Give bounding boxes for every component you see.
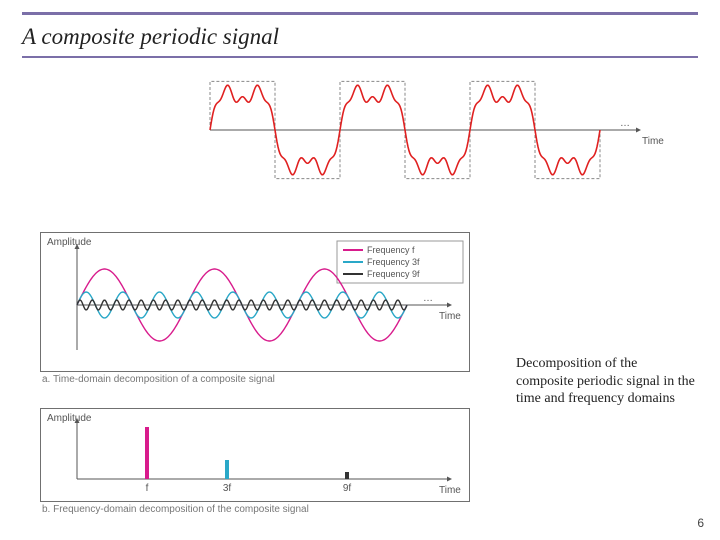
svg-text:Frequency 9f: Frequency 9f [367, 269, 420, 279]
title-underline [22, 56, 698, 58]
composite-signal-figure: Time … [200, 70, 680, 190]
svg-text:Time: Time [439, 485, 461, 496]
time-domain-decomposition-figure: Amplitude Time … Frequency f Frequency 3f Fre… [40, 232, 470, 372]
svg-text:Time: Time [439, 311, 461, 322]
svg-text:…: … [620, 118, 630, 129]
caption-frequency-domain: b. Frequency-domain decomposition of the… [42, 504, 309, 515]
svg-text:Amplitude: Amplitude [47, 237, 92, 248]
svg-text:9f: 9f [343, 483, 352, 494]
svg-text:…: … [423, 293, 433, 304]
svg-text:Amplitude: Amplitude [47, 413, 92, 424]
svg-text:Time: Time [642, 136, 664, 147]
page-title: A composite periodic signal [22, 24, 279, 50]
svg-text:Frequency f: Frequency f [367, 245, 415, 255]
page-number: 6 [697, 516, 704, 530]
figure-description: Decomposition of the composite periodic … [516, 355, 696, 408]
frequency-domain-decomposition-figure: Amplitude Time f 3f 9f [40, 408, 470, 502]
accent-top-bar [22, 12, 698, 15]
caption-time-domain: a. Time-domain decomposition of a compos… [42, 374, 275, 385]
svg-text:3f: 3f [223, 483, 232, 494]
svg-text:Frequency 3f: Frequency 3f [367, 257, 420, 267]
svg-text:f: f [146, 483, 149, 494]
